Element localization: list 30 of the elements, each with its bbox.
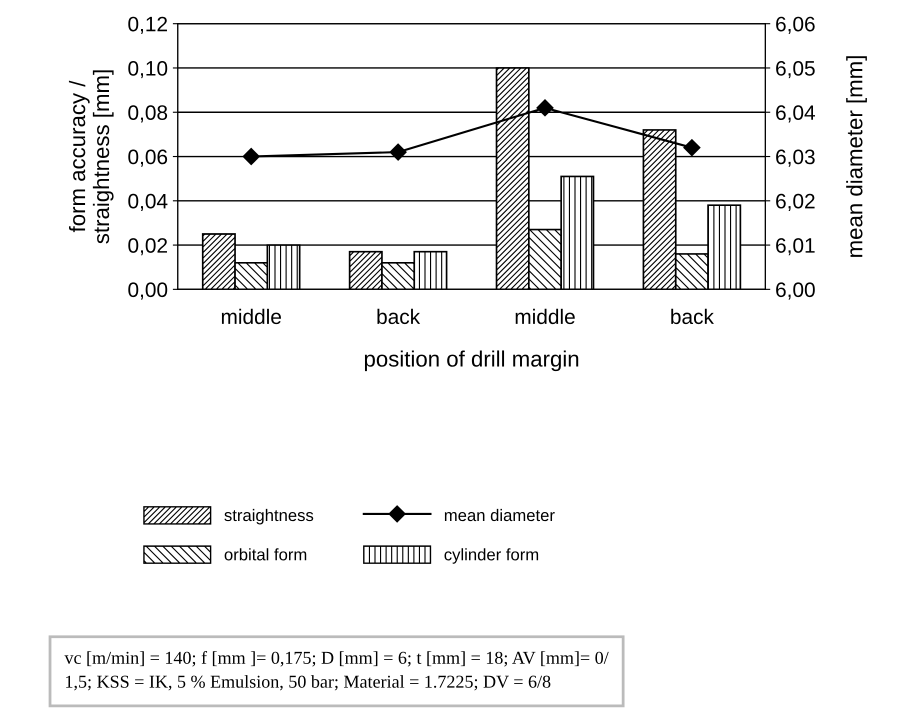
legend-label: cylinder form <box>444 548 538 564</box>
y-tick-label: 0,02 <box>128 238 167 256</box>
legend-label: mean diameter <box>444 508 555 522</box>
point <box>683 139 700 156</box>
legend-label: straightness <box>224 508 314 524</box>
y-tick-label: 0,10 <box>128 60 168 78</box>
y-tick-label: 0,06 <box>128 150 168 167</box>
y-tick-label: 0,04 <box>128 194 168 212</box>
y-tick-label: 0,08 <box>128 105 168 122</box>
point <box>536 99 554 116</box>
y2-tick-label: 6,01 <box>776 238 815 256</box>
x-tick-label: back <box>671 308 714 324</box>
x-tick-label: back <box>377 308 420 324</box>
x-tick-label: middle <box>516 308 575 324</box>
x-axis-title: position of drill margin <box>364 350 578 372</box>
y-tick-label: 0,00 <box>128 282 168 300</box>
y2-tick-label: 6,04 <box>776 105 816 122</box>
y2-tick-label: 6,05 <box>776 60 815 78</box>
y2-tick-label: 6,02 <box>776 194 815 212</box>
y2-tick-label: 6,06 <box>776 16 815 34</box>
y-axis-title: form accuracy / straightness [mm] <box>68 70 114 244</box>
point <box>242 148 260 166</box>
text: vc [m/min] = 140; f [mm ]= 0,175; D [mm] = 6; t [mm] = 18; AV [mm]= 0/ 1,5; KSS = IK, 5 % Emulsion, 50 bar; Material = 1.7225; DV = 6/8 <box>64 651 609 690</box>
y2-tick-label: 6,03 <box>776 150 815 167</box>
y2-axis-title: mean diameter [mm] <box>846 56 867 257</box>
y2-tick-label: 6,00 <box>776 282 815 300</box>
legend-label: orbital form <box>224 548 306 560</box>
point <box>390 144 407 161</box>
x-tick-label: middle <box>222 308 281 324</box>
y-tick-label: 0,12 <box>128 16 167 34</box>
